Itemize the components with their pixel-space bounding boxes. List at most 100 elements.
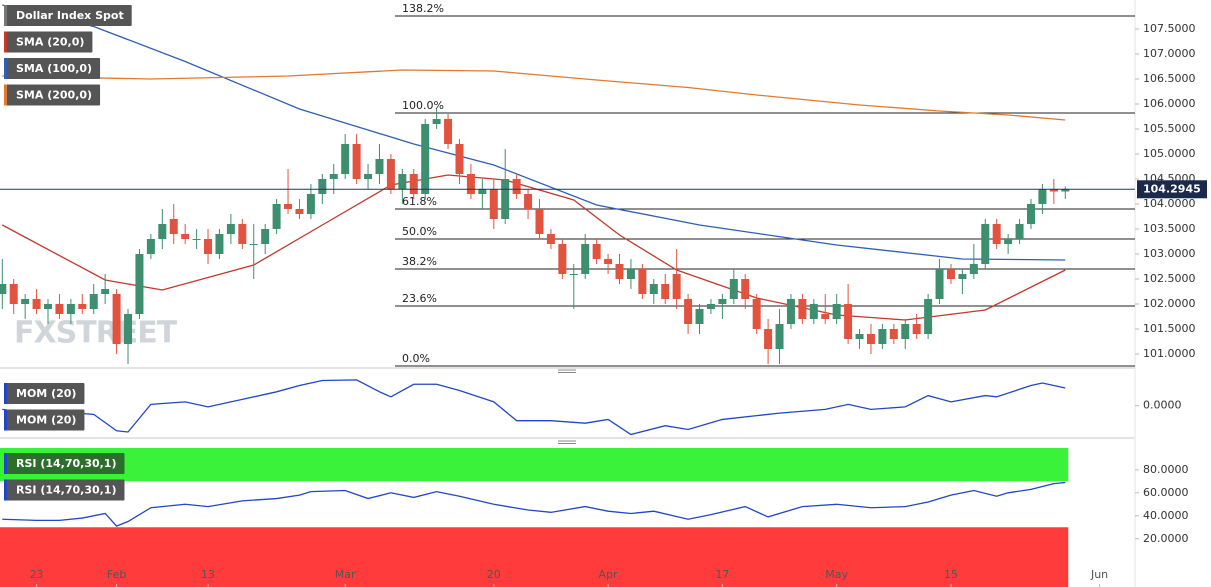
candle-body [66,304,75,314]
candle-body [9,284,18,304]
candle-body [158,224,167,239]
y-tick-label: 107.5000 [1143,22,1196,35]
candle-body [169,219,178,234]
candle-body [329,174,338,179]
last-price-label: 104.2945 [1143,182,1201,195]
candle-body [706,304,715,309]
x-tick-label: Jun [1090,568,1108,581]
candle-body [135,254,144,314]
series-line [1,174,1066,321]
candle-body [489,189,498,219]
legend-item: RSI (14,70,30,1) [4,453,125,474]
candle-body [55,304,64,314]
candle-body [981,224,990,264]
fib-label: 138.2% [402,2,444,15]
fib-label: 38.2% [402,255,437,268]
legend-item: RSI (14,70,30,1) [4,479,125,501]
candle-body [992,224,1001,244]
candle-body [684,299,693,324]
legend-label: RSI (14,70,30,1) [16,457,116,470]
legend-item: SMA (20,0) [4,31,93,53]
legend-box [4,409,85,431]
legend-label: RSI (14,70,30,1) [16,484,116,497]
candle-body [1049,189,1058,192]
last-price-box [1137,180,1207,199]
candle-body [866,334,875,344]
candle-body [444,119,453,144]
fib-label: 61.8% [402,195,437,208]
candle-body [146,239,155,254]
legend-box [4,58,101,79]
candle-body [89,294,98,309]
candle-body [809,304,818,319]
x-tick-label: 20 [487,568,501,581]
legend-box [4,383,85,404]
candle-body [0,284,7,294]
plot-area [2,379,1066,436]
legend-swatch [4,58,7,79]
candle-body [775,324,784,349]
candle-body [1038,189,1047,204]
y-tick-label: 105.5000 [1143,122,1196,135]
x-tick-label: 23 [30,568,44,581]
candle-body [615,264,624,279]
candle-body [455,144,464,174]
legend-box [4,453,125,474]
y-tick-label: 104.0000 [1143,197,1196,210]
x-tick-label: Apr [599,568,619,581]
candle-body [935,269,944,299]
candle-body [432,119,441,124]
candle-body [546,234,555,244]
fib-label: 50.0% [402,225,437,238]
y-tick-label: 106.5000 [1143,72,1196,85]
y-tick-label: 60.0000 [1143,486,1189,499]
y-tick-label: 103.5000 [1143,222,1196,235]
x-tick-label: Mar [335,568,356,581]
legend-label: SMA (100,0) [16,62,92,75]
candle-body [558,244,567,274]
plot-area [0,448,1069,587]
candle-body [889,329,898,339]
candle-body [729,279,738,299]
legend-item: SMA (100,0) [4,58,101,79]
candle-body [21,299,30,304]
candle-body [718,299,727,304]
legend-label: Dollar Index Spot [16,9,124,22]
candle-body [181,234,190,239]
x-tick-label: 13 [201,568,215,581]
x-tick-label: 17 [715,568,729,581]
legend-swatch [4,383,7,404]
candle-body [192,239,201,240]
candle-body [752,299,761,329]
candle-body [741,279,750,299]
candle-body [638,269,647,294]
plot-area: FXSTREET 138.2% 100.0% 61.8% 50.0% 38.2% 23.6%… [0,2,1135,367]
legend-swatch [4,479,7,501]
candle-body [969,264,978,274]
candle-body [375,159,384,174]
candle-body [284,204,293,209]
candle-body [478,189,487,194]
x-tick-label: May [825,568,848,581]
legend-swatch [4,453,7,474]
legend-box [4,5,132,26]
candle-body [386,159,395,189]
legend-box [4,31,93,53]
candle-body [626,269,635,279]
y-tick-label: 101.5000 [1143,322,1196,335]
candle-body [1004,239,1013,244]
candle-body [581,244,590,274]
legend-swatch [4,84,7,106]
candle-body [764,329,773,349]
candle-body [421,124,430,194]
series-line [2,69,1066,121]
fib-label: 0.0% [402,352,430,365]
candle-body [878,329,887,344]
candle-body [786,299,795,324]
candle-body [821,314,830,319]
candle-body [661,284,670,299]
candle-body [695,309,704,324]
candle-body [569,274,578,275]
panel: 0.0000 MOM (20) MOM (20) [2,379,1182,436]
y-tick-label: 102.5000 [1143,272,1196,285]
